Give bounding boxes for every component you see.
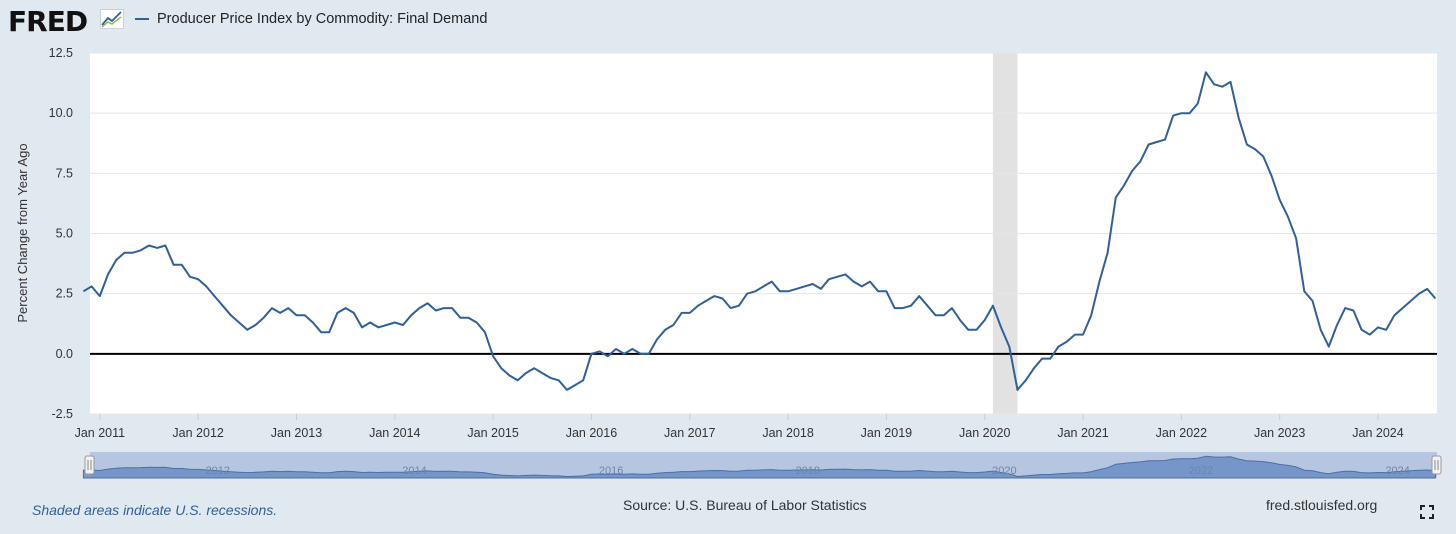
x-tick-label: Jan 2013: [271, 426, 322, 440]
x-tick-label: Jan 2015: [467, 426, 518, 440]
source-note: Source: U.S. Bureau of Labor Statistics: [623, 497, 867, 513]
y-tick-label: 10.0: [49, 106, 73, 120]
navigator-labels: 2012 2014 2016 2018 2020 2022 2024: [206, 465, 1410, 477]
legend-item[interactable]: Producer Price Index by Commodity: Final…: [135, 11, 487, 27]
legend-swatch: [135, 18, 149, 20]
y-tick-label: 5.0: [56, 227, 73, 241]
y-axis-title: Percent Change from Year Ago: [15, 143, 30, 322]
navigator-year-label: 2012: [206, 465, 230, 477]
x-tick-label: Jan 2014: [369, 426, 420, 440]
x-tick-label: Jan 2012: [172, 426, 223, 440]
y-tick-label: 7.5: [56, 166, 73, 180]
fullscreen-icon[interactable]: [1420, 505, 1434, 519]
y-tick-label: -2.5: [51, 407, 73, 421]
navigator-year-label: 2020: [992, 465, 1016, 477]
navigator-year-label: 2016: [599, 465, 623, 477]
chart-header: FRED Producer Price Index by Commodity: …: [0, 0, 1456, 40]
y-tick-label: 0.0: [56, 347, 73, 361]
recession-note: Shaded areas indicate U.S. recessions.: [32, 502, 278, 518]
navigator-year-label: 2014: [402, 465, 426, 477]
navigator-handle-left[interactable]: [84, 455, 95, 475]
x-tick-label: Jan 2016: [566, 426, 617, 440]
x-tick-label: Jan 2017: [664, 426, 715, 440]
x-tick-label: Jan 2018: [762, 426, 813, 440]
navigator-year-label: 2024: [1385, 465, 1409, 477]
x-tick-label: Jan 2011: [75, 426, 126, 440]
fred-logo[interactable]: FRED: [8, 5, 88, 38]
navigator-year-label: 2022: [1189, 465, 1213, 477]
line-graph-icon: [100, 9, 124, 29]
x-tick-label: Jan 2023: [1254, 426, 1305, 440]
x-tick-label: Jan 2021: [1057, 426, 1108, 440]
x-tick-label: Jan 2022: [1156, 426, 1207, 440]
y-tick-label: 2.5: [56, 287, 73, 301]
site-link[interactable]: fred.stlouisfed.org: [1266, 497, 1378, 513]
navigator-handle-right[interactable]: [1431, 455, 1442, 475]
y-tick-label: 12.5: [49, 46, 73, 60]
x-tick-label: Jan 2019: [861, 426, 912, 440]
x-tick-label: Jan 2020: [959, 426, 1010, 440]
y-axis: 12.5 10.0 7.5 5.0 2.5 0.0 -2.5: [49, 46, 73, 421]
navigator-series-area: [82, 455, 1436, 479]
legend-label: Producer Price Index by Commodity: Final…: [157, 11, 488, 27]
range-navigator[interactable]: 2012 2014 2016 2018 2020 2022 2024: [82, 452, 1442, 479]
gridlines: [90, 52, 1437, 415]
x-axis: Jan 2011 Jan 2012 Jan 2013 Jan 2014 Jan 2015…: [75, 414, 1404, 440]
x-tick-label: Jan 2024: [1352, 426, 1403, 440]
navigator-year-label: 2018: [796, 465, 820, 477]
series-line-ppi-final-demand[interactable]: [82, 71, 1437, 391]
